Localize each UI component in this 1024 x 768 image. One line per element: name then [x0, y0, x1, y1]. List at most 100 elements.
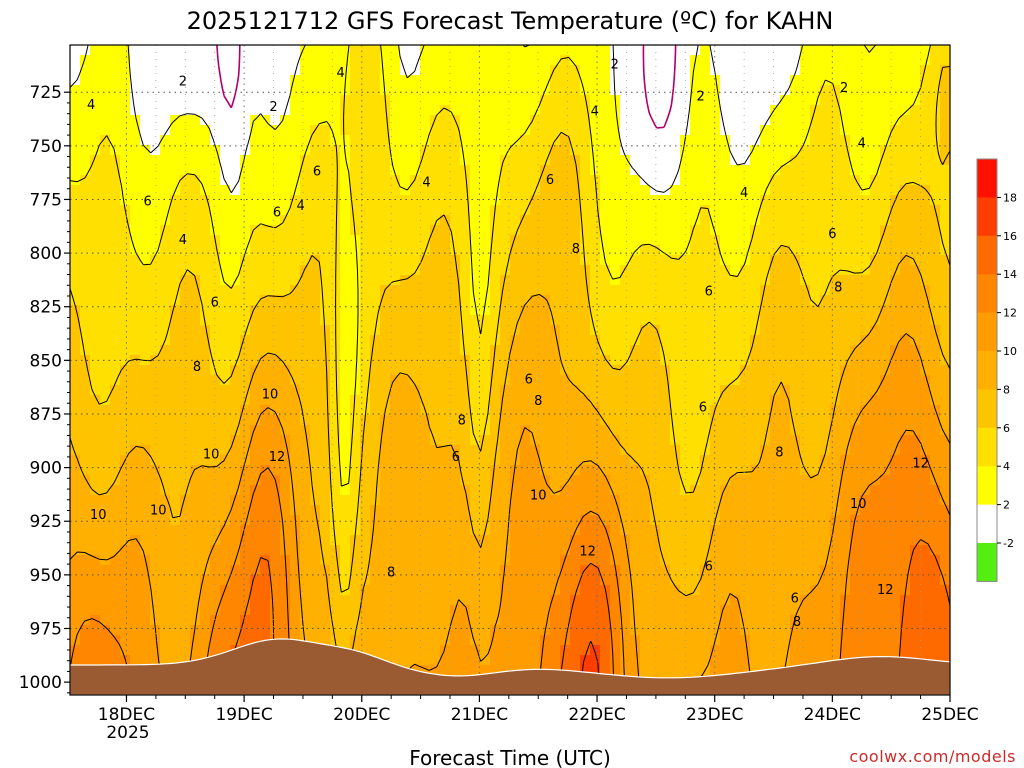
- temperature-cell: [800, 255, 811, 266]
- temperature-cell: [500, 305, 511, 316]
- temperature-cell: [870, 525, 881, 536]
- temperature-cell: [860, 85, 871, 96]
- temperature-cell: [630, 215, 641, 226]
- temperature-cell: [570, 485, 581, 496]
- temperature-cell: [380, 365, 391, 376]
- temperature-cell: [290, 495, 301, 506]
- temperature-cell: [230, 105, 241, 116]
- temperature-cell: [660, 235, 671, 246]
- temperature-cell: [760, 135, 771, 146]
- temperature-cell: [150, 495, 161, 506]
- temperature-cell: [80, 205, 91, 216]
- temperature-cell: [580, 595, 591, 606]
- temperature-cell: [700, 65, 711, 76]
- temperature-cell: [250, 485, 261, 496]
- temperature-cell: [600, 455, 611, 466]
- temperature-cell: [430, 585, 441, 596]
- temperature-cell: [910, 135, 921, 146]
- temperature-cell: [220, 395, 231, 406]
- temperature-cell: [480, 195, 491, 206]
- temperature-cell: [350, 225, 361, 236]
- temperature-cell: [580, 125, 591, 136]
- temperature-cell: [860, 75, 871, 86]
- temperature-cell: [240, 115, 251, 126]
- temperature-cell: [120, 425, 131, 436]
- temperature-cell: [830, 115, 841, 126]
- temperature-cell: [270, 315, 281, 326]
- temperature-cell: [870, 235, 881, 246]
- temperature-cell: [520, 205, 531, 216]
- temperature-cell: [690, 215, 701, 226]
- temperature-cell: [240, 265, 251, 276]
- temperature-cell: [440, 225, 451, 236]
- temperature-cell: [610, 75, 621, 86]
- temperature-cell: [550, 245, 561, 256]
- temperature-cell: [540, 45, 551, 56]
- temperature-cell: [220, 185, 231, 196]
- temperature-cell: [330, 425, 341, 436]
- temperature-cell: [560, 605, 571, 616]
- temperature-cell: [840, 215, 851, 226]
- temperature-cell: [490, 515, 501, 526]
- temperature-cell: [550, 75, 561, 86]
- temperature-cell: [530, 455, 541, 466]
- temperature-cell: [400, 165, 411, 176]
- temperature-cell: [870, 425, 881, 436]
- temperature-cell: [440, 475, 451, 486]
- temperature-cell: [920, 85, 931, 96]
- temperature-cell: [700, 195, 711, 206]
- temperature-cell: [450, 565, 461, 576]
- temperature-cell: [570, 335, 581, 346]
- temperature-cell: [730, 455, 741, 466]
- temperature-cell: [190, 185, 201, 196]
- temperature-cell: [210, 205, 221, 216]
- temperature-cell: [340, 525, 351, 536]
- temperature-cell: [470, 45, 481, 56]
- temperature-cell: [380, 325, 391, 336]
- temperature-cell: [540, 405, 551, 416]
- temperature-cell: [750, 195, 761, 206]
- temperature-cell: [260, 415, 271, 426]
- temperature-cell: [690, 185, 701, 196]
- temperature-cell: [340, 285, 351, 296]
- temperature-cell: [840, 275, 851, 286]
- temperature-cell: [300, 235, 311, 246]
- temperature-cell: [560, 475, 571, 486]
- temperature-cell: [350, 155, 361, 166]
- temperature-cell: [120, 115, 131, 126]
- temperature-cell: [170, 225, 181, 236]
- temperature-cell: [110, 495, 121, 506]
- temperature-cell: [730, 105, 741, 116]
- temperature-cell: [70, 545, 81, 556]
- temperature-cell: [220, 45, 231, 56]
- temperature-cell: [460, 45, 471, 56]
- temperature-cell: [880, 445, 891, 456]
- temperature-cell: [150, 485, 161, 496]
- temperature-cell: [940, 55, 950, 66]
- temperature-cell: [510, 445, 521, 456]
- temperature-cell: [180, 555, 191, 566]
- temperature-cell: [800, 355, 811, 366]
- temperature-cell: [450, 445, 461, 456]
- temperature-cell: [620, 515, 631, 526]
- temperature-cell: [150, 505, 161, 516]
- temperature-cell: [450, 525, 461, 536]
- temperature-cell: [360, 355, 371, 366]
- temperature-cell: [570, 435, 581, 446]
- temperature-cell: [860, 355, 871, 366]
- temperature-cell: [70, 245, 81, 256]
- temperature-cell: [870, 125, 881, 136]
- temperature-cell: [790, 125, 801, 136]
- temperature-cell: [920, 125, 931, 136]
- temperature-cell: [410, 115, 421, 126]
- temperature-cell: [720, 135, 731, 146]
- temperature-cell: [460, 65, 471, 76]
- temperature-cell: [600, 275, 611, 286]
- temperature-cell: [740, 155, 751, 166]
- temperature-cell: [550, 595, 561, 606]
- temperature-cell: [200, 245, 211, 256]
- temperature-cell: [820, 375, 831, 386]
- temperature-cell: [200, 155, 211, 166]
- temperature-cell: [910, 265, 921, 276]
- temperature-cell: [850, 45, 861, 56]
